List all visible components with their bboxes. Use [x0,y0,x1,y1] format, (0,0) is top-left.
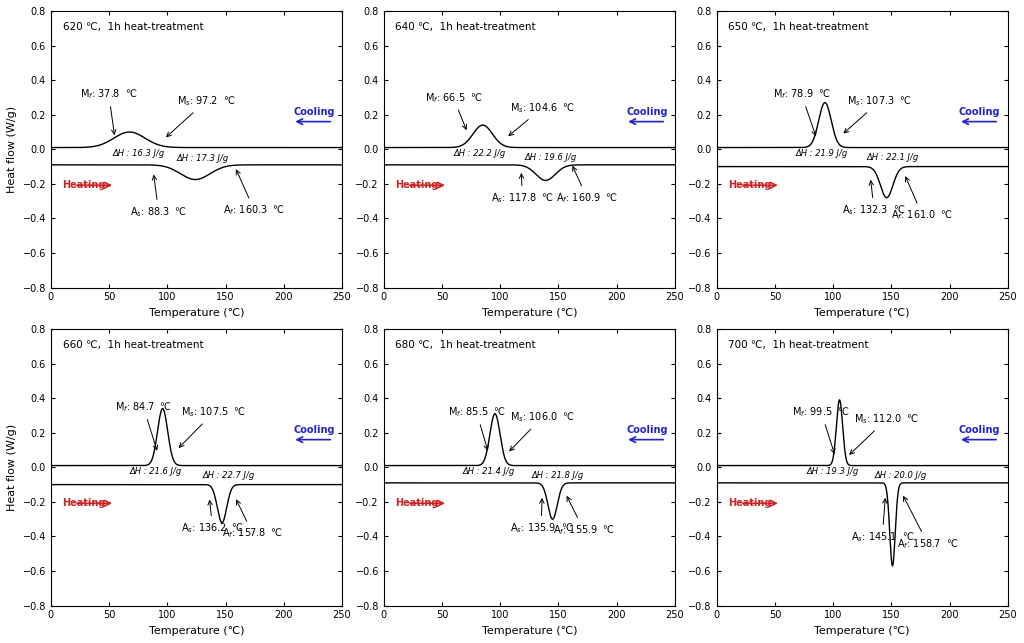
Text: A$_f$: 158.7  ℃: A$_f$: 158.7 ℃ [897,496,958,550]
Text: 640 ℃,  1h heat-treatment: 640 ℃, 1h heat-treatment [395,22,536,32]
Text: ΔH : 22.1 J/g: ΔH : 22.1 J/g [866,152,919,161]
Text: Heating: Heating [62,498,105,508]
Text: A$_f$: 160.9  ℃: A$_f$: 160.9 ℃ [556,167,618,205]
Text: M$_f$: 66.5  ℃: M$_f$: 66.5 ℃ [425,91,482,129]
Text: ΔH : 22.2 J/g: ΔH : 22.2 J/g [453,149,506,158]
Text: Cooling: Cooling [958,107,1000,118]
Text: ΔH : 19.6 J/g: ΔH : 19.6 J/g [524,152,577,161]
Text: M$_s$: 106.0  ℃: M$_s$: 106.0 ℃ [510,411,574,451]
Text: M$_f$: 78.9  ℃: M$_f$: 78.9 ℃ [772,87,830,135]
Text: Heating: Heating [395,498,439,508]
Text: ΔH : 21.9 J/g: ΔH : 21.9 J/g [796,149,848,158]
Text: M$_f$: 99.5  ℃: M$_f$: 99.5 ℃ [793,406,850,453]
Text: Cooling: Cooling [293,107,335,118]
Text: ΔH : 17.3 J/g: ΔH : 17.3 J/g [176,154,228,163]
Text: Cooling: Cooling [958,426,1000,435]
Text: M$_s$: 107.5  ℃: M$_s$: 107.5 ℃ [179,406,247,448]
Text: A$_s$: 117.8  ℃: A$_s$: 117.8 ℃ [490,174,554,205]
Text: ΔH : 21.4 J/g: ΔH : 21.4 J/g [463,467,515,476]
Text: M$_s$: 107.3  ℃: M$_s$: 107.3 ℃ [844,95,912,133]
Text: A$_f$: 157.8  ℃: A$_f$: 157.8 ℃ [222,500,284,540]
Text: 700 ℃,  1h heat-treatment: 700 ℃, 1h heat-treatment [728,340,868,350]
Text: A$_f$: 155.9  ℃: A$_f$: 155.9 ℃ [553,496,614,537]
Text: 660 ℃,  1h heat-treatment: 660 ℃, 1h heat-treatment [62,340,203,350]
Text: A$_f$: 161.0  ℃: A$_f$: 161.0 ℃ [891,177,953,222]
Text: A$_s$: 136.2  ℃: A$_s$: 136.2 ℃ [181,500,244,535]
Text: M$_f$: 37.8  ℃: M$_f$: 37.8 ℃ [80,87,137,134]
X-axis label: Temperature (℃): Temperature (℃) [148,308,244,318]
Text: ΔH : 19.3 J/g: ΔH : 19.3 J/g [807,467,859,476]
Text: ΔH : 20.0 J/g: ΔH : 20.0 J/g [874,471,927,480]
Text: A$_s$: 145.1  ℃: A$_s$: 145.1 ℃ [851,499,914,544]
Text: A$_s$: 88.3  ℃: A$_s$: 88.3 ℃ [130,176,187,219]
X-axis label: Temperature (℃): Temperature (℃) [481,626,578,636]
X-axis label: Temperature (℃): Temperature (℃) [814,308,910,318]
Text: Heating: Heating [728,180,772,190]
Text: M$_s$: 112.0  ℃: M$_s$: 112.0 ℃ [850,412,920,454]
Text: Cooling: Cooling [626,107,668,118]
Text: ΔH : 22.7 J/g: ΔH : 22.7 J/g [203,471,255,480]
Text: M$_s$: 97.2  ℃: M$_s$: 97.2 ℃ [167,95,234,137]
Text: A$_s$: 132.3  ℃: A$_s$: 132.3 ℃ [843,181,906,217]
Text: Cooling: Cooling [626,426,668,435]
Text: ΔH : 21.6 J/g: ΔH : 21.6 J/g [129,467,182,476]
Text: 650 ℃,  1h heat-treatment: 650 ℃, 1h heat-treatment [728,22,869,32]
X-axis label: Temperature (℃): Temperature (℃) [481,308,578,318]
Text: 620 ℃,  1h heat-treatment: 620 ℃, 1h heat-treatment [62,22,203,32]
Text: ΔH : 16.3 J/g: ΔH : 16.3 J/g [112,149,164,158]
Y-axis label: Heat flow (W/g): Heat flow (W/g) [7,424,17,511]
Text: A$_f$: 160.3  ℃: A$_f$: 160.3 ℃ [223,170,286,217]
X-axis label: Temperature (℃): Temperature (℃) [148,626,244,636]
Text: Heating: Heating [62,180,105,190]
Text: Heating: Heating [395,180,439,190]
Text: M$_f$: 84.7  ℃: M$_f$: 84.7 ℃ [115,400,172,450]
Text: M$_s$: 104.6  ℃: M$_s$: 104.6 ℃ [509,101,574,136]
Y-axis label: Heat flow (W/g): Heat flow (W/g) [7,105,17,193]
Text: A$_s$: 135.9  ℃: A$_s$: 135.9 ℃ [510,499,572,535]
X-axis label: Temperature (℃): Temperature (℃) [814,626,910,636]
Text: Cooling: Cooling [293,426,335,435]
Text: M$_f$: 85.5  ℃: M$_f$: 85.5 ℃ [447,406,506,449]
Text: ΔH : 21.8 J/g: ΔH : 21.8 J/g [531,471,584,480]
Text: 680 ℃,  1h heat-treatment: 680 ℃, 1h heat-treatment [395,340,536,350]
Text: Heating: Heating [728,498,772,508]
